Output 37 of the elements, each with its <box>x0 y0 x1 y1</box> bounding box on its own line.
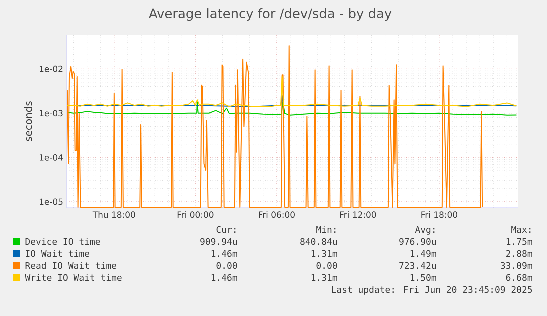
chart-title: Average latency for /dev/sda - by day <box>149 8 392 22</box>
text: 909.94u <box>200 238 238 246</box>
x-tick-label: Thu 18:00 <box>92 212 136 218</box>
x-tick-label: Fri 12:00 <box>340 212 376 218</box>
text: 1.31m <box>312 250 338 258</box>
legend-label: IO Wait time <box>26 250 90 258</box>
line-series <box>67 45 484 208</box>
text: 1.31m <box>312 274 338 282</box>
text: 1.75m <box>506 238 532 246</box>
text: 1.49m <box>410 250 436 258</box>
text: 840.84u <box>300 238 338 246</box>
y-tick-label: 1e-02 <box>40 66 63 72</box>
text: Min: <box>316 226 336 233</box>
text: Max: <box>512 226 531 234</box>
y-tick-label: 1e-04 <box>40 154 63 161</box>
y-tick-label: 1e-03 <box>40 110 63 117</box>
text: 6.68m <box>506 274 532 282</box>
text: Cur: <box>216 226 236 234</box>
text: Last update: Fri Jun 20 23:45:09 2025 <box>332 286 532 295</box>
y-axis-title: seconds <box>24 102 32 142</box>
text: 1.50m <box>410 274 436 282</box>
text: 33.09m <box>501 262 532 270</box>
text: 0.00 <box>316 262 338 270</box>
text: 0.00 <box>216 262 238 270</box>
x-tick-label: Fri 06:00 <box>259 212 295 218</box>
legend-label: Write IO Wait time <box>25 274 122 282</box>
legend-label: Read IO Wait time <box>26 262 116 270</box>
legend-label: Device IO time <box>26 238 100 246</box>
y-tick-label: 1e-05 <box>40 198 63 206</box>
x-tick-label: Fri 18:00 <box>422 212 458 218</box>
text: 2.88m <box>506 250 532 258</box>
x-tick-label: Fri 00:00 <box>178 212 214 218</box>
text: 1.46m <box>212 274 238 282</box>
text: Avg: <box>415 226 435 235</box>
text: 976.90u <box>400 238 436 246</box>
text: 1.46m <box>212 250 238 258</box>
text: 723.42u <box>400 262 436 270</box>
